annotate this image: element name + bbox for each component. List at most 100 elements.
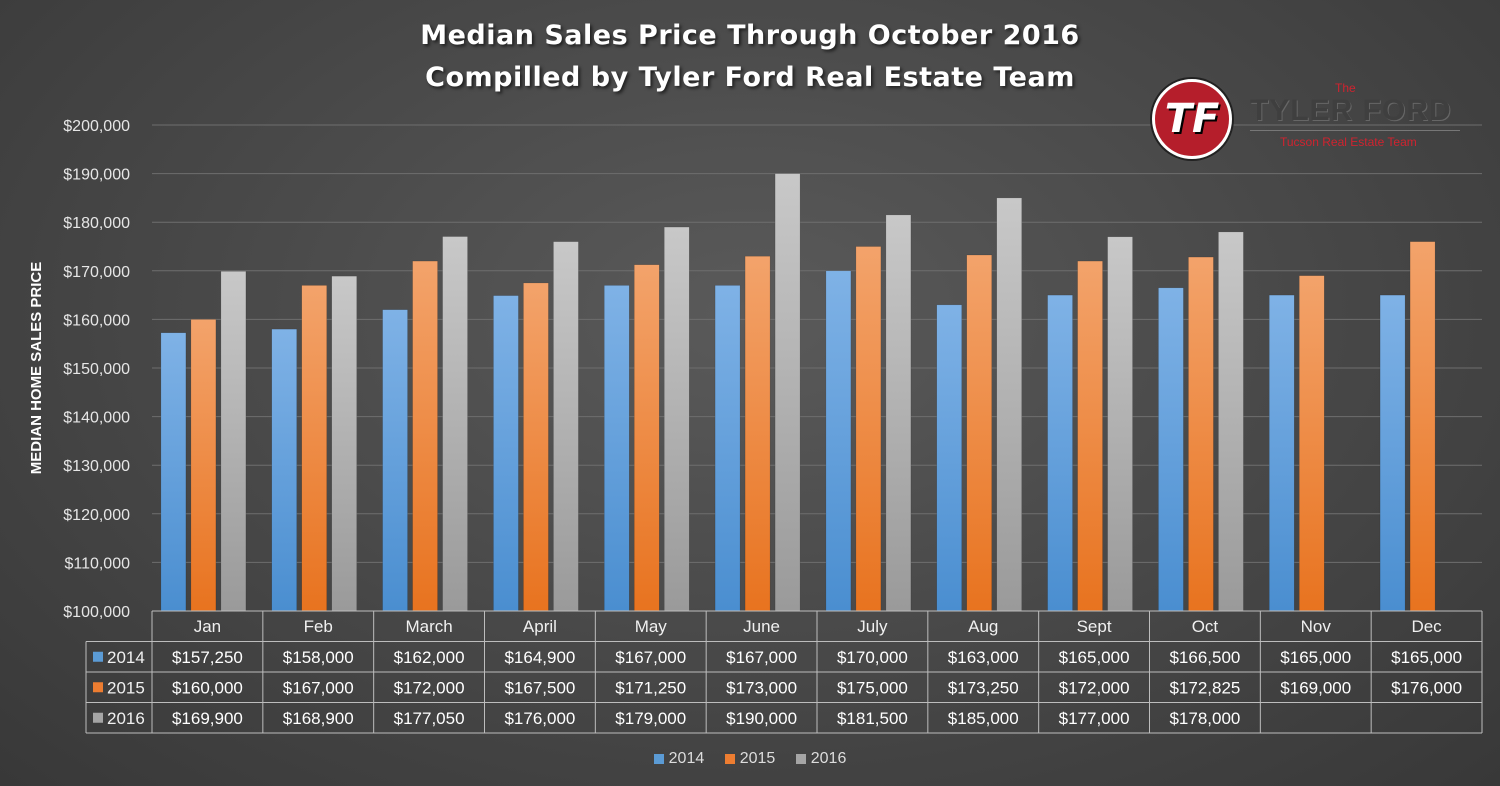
legend-item-2014: 2014: [653, 750, 705, 768]
bar-2014-april: [493, 295, 519, 612]
bar-2016-jan: [220, 271, 247, 612]
y-tick-label: $180,000: [63, 215, 130, 232]
data-label: $166,500: [1169, 648, 1240, 667]
legend-label-2016: 2016: [810, 750, 847, 767]
bar-2014-may: [604, 285, 630, 612]
data-label: $167,000: [283, 678, 354, 697]
bar-2014-july: [825, 270, 852, 612]
bar-2015-may: [634, 264, 660, 612]
bar-2015-march: [412, 260, 438, 612]
bar-2016-oct: [1218, 231, 1244, 612]
x-tick-label: Aug: [968, 617, 998, 636]
x-tick-label: Feb: [304, 617, 333, 636]
y-axis-label: MEDIAN HOME SALES PRICE: [28, 262, 45, 475]
data-label: $172,000: [1059, 678, 1130, 697]
table-series-name: 2014: [107, 648, 145, 667]
bar-2015-oct: [1188, 256, 1214, 612]
data-label: $172,000: [394, 678, 465, 697]
bar-2016-june: [774, 173, 801, 612]
table-legend-swatch: [93, 682, 103, 693]
chart-title: Median Sales Price Through October 2016: [420, 20, 1080, 51]
bar-2014-march: [382, 309, 408, 612]
data-label: $176,000: [504, 709, 575, 728]
y-tick-label: $140,000: [63, 410, 130, 427]
data-label: $169,000: [1280, 678, 1351, 697]
y-tick-label: $150,000: [63, 361, 130, 378]
bar-2016-april: [553, 241, 579, 612]
x-tick-label: July: [857, 617, 888, 636]
y-tick-label: $130,000: [63, 458, 130, 475]
bar-2014-dec: [1379, 294, 1406, 612]
bar-2016-july: [885, 214, 912, 612]
data-label: $167,000: [615, 648, 686, 667]
data-label: $179,000: [615, 709, 686, 728]
logo-the-text: The: [1335, 81, 1356, 95]
data-label: $165,000: [1059, 648, 1130, 667]
bar-2016-feb: [331, 275, 357, 612]
bar-2014-nov: [1269, 294, 1295, 612]
y-tick-label: $170,000: [63, 264, 130, 281]
data-label: $172,825: [1169, 678, 1240, 697]
data-label: $170,000: [837, 648, 908, 667]
data-label: $177,000: [1059, 709, 1130, 728]
bar-2014-jan: [160, 332, 187, 612]
data-label: $173,000: [726, 678, 797, 697]
y-tick-label: $100,000: [63, 604, 130, 621]
legend-swatch-2015: [724, 753, 735, 764]
bar-2014-sept: [1047, 294, 1073, 612]
y-tick-label: $200,000: [63, 118, 130, 135]
table-legend-swatch: [93, 712, 103, 723]
legend-label-2014: 2014: [668, 750, 705, 767]
data-label: $157,250: [172, 648, 243, 667]
bar-2015-july: [855, 246, 882, 612]
x-tick-label: March: [405, 617, 452, 636]
bar-2014-june: [714, 285, 741, 612]
bar-2016-aug: [996, 197, 1022, 612]
x-tick-label: Jan: [194, 617, 221, 636]
bar-2015-june: [744, 255, 771, 612]
data-label: $158,000: [283, 648, 354, 667]
y-tick-label: $110,000: [64, 555, 130, 572]
x-tick-label: Oct: [1192, 617, 1219, 636]
x-tick-label: May: [635, 617, 668, 636]
x-tick-label: Nov: [1301, 617, 1332, 636]
bar-2015-aug: [966, 254, 992, 612]
data-label: $185,000: [948, 709, 1019, 728]
data-label: $165,000: [1391, 648, 1462, 667]
bar-2015-april: [523, 282, 549, 612]
legend-label-2015: 2015: [739, 750, 776, 767]
bar-2016-march: [442, 236, 468, 612]
logo-divider: [1250, 130, 1460, 131]
bar-2014-feb: [271, 328, 297, 612]
data-label: $177,050: [394, 709, 465, 728]
data-label: $178,000: [1169, 709, 1240, 728]
logo-tagline: Tucson Real Estate Team: [1280, 135, 1417, 149]
legend-swatch-2016: [795, 753, 806, 764]
data-label: $176,000: [1391, 678, 1462, 697]
bar-2016-may: [664, 226, 690, 612]
table-series-name: 2016: [107, 709, 145, 728]
y-tick-label: $190,000: [63, 167, 130, 184]
x-tick-label: Dec: [1411, 617, 1442, 636]
data-label: $190,000: [726, 709, 797, 728]
bar-2015-jan: [190, 319, 217, 612]
data-label: $175,000: [837, 678, 908, 697]
logo-name-text: TYLER FORD: [1250, 94, 1452, 127]
bar-2015-dec: [1409, 241, 1436, 612]
y-tick-label: $160,000: [63, 312, 130, 329]
x-tick-label: June: [743, 617, 780, 636]
tf-logo-badge: TF: [1152, 79, 1232, 159]
bar-2016-sept: [1107, 236, 1133, 612]
data-label: $164,900: [504, 648, 575, 667]
data-label: $165,000: [1280, 648, 1351, 667]
bar-2014-aug: [936, 304, 962, 612]
data-label: $167,000: [726, 648, 797, 667]
legend-item-2016: 2016: [795, 750, 847, 768]
data-label: $173,250: [948, 678, 1019, 697]
table-legend-swatch: [93, 651, 103, 662]
bar-2015-feb: [301, 285, 327, 612]
data-label: $160,000: [172, 678, 243, 697]
legend-swatch-2014: [653, 753, 664, 764]
bar-2015-nov: [1299, 275, 1325, 612]
